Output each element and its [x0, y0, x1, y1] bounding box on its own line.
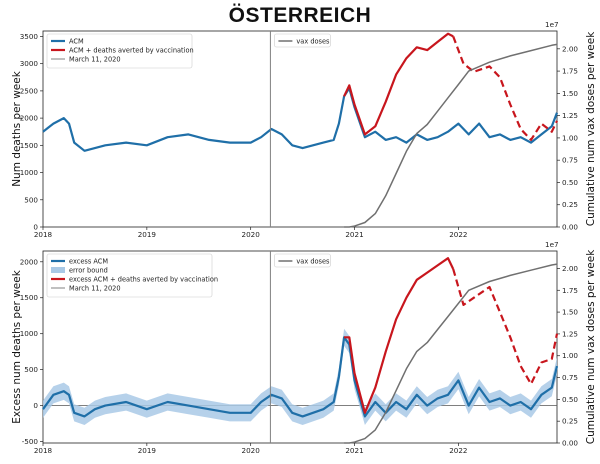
legend-box: [274, 253, 331, 268]
x-tick-label: 2021: [345, 446, 363, 455]
y2-axis-label: Cumulative num vax doses per week: [585, 31, 597, 226]
y-tick-label: -500: [22, 437, 39, 446]
y-tick-label: 3000: [20, 59, 39, 68]
x-tick-label: 2020: [242, 446, 261, 455]
legend-label: vax doses: [296, 37, 330, 45]
series-acm: [42, 87, 559, 152]
x-tick-label: 2020: [242, 230, 261, 239]
chart-bottom: -500 0 500 1000 1500 2000 0.00 0.25 0.50 0.75 1.00…: [11, 240, 597, 455]
y-tick-label: 3500: [20, 32, 39, 41]
x-tick-label: 2022: [449, 446, 467, 455]
y2-tick-label: 0.50: [562, 178, 578, 187]
plot-frame: [42, 250, 558, 444]
series-averted-projected: [452, 36, 558, 141]
y2-tick-label: 1.75: [562, 286, 578, 295]
legend-label: ACM: [69, 37, 84, 45]
legend-box: [274, 33, 331, 48]
legend-box: [46, 33, 193, 69]
series-averted: [343, 32, 454, 136]
legend-label: excess ACM: [69, 257, 108, 265]
legend-box: [46, 253, 213, 298]
y-tick-label: 0: [33, 223, 38, 232]
y2-tick-label: 2.00: [562, 44, 578, 53]
y2-tick-label: 2.00: [562, 264, 578, 273]
x-tick-label: 2021: [345, 230, 363, 239]
y2-tick-label: 1.25: [562, 329, 578, 338]
legend-label: ACM + deaths averted by vaccination: [69, 46, 194, 54]
y-tick-label: 1000: [20, 168, 39, 177]
y-tick-label: 0: [33, 401, 38, 410]
legend-label: March 11, 2020: [69, 55, 121, 63]
legend-right: vax doses: [274, 253, 331, 268]
page-title: ÖSTERREICH: [228, 4, 372, 27]
y-axis-label: Excess num deaths per week: [11, 269, 23, 423]
y2-axis-label: Cumulative num vax doses per week: [585, 249, 597, 444]
y2-tick-label: 0.75: [562, 373, 578, 382]
y2-tick-label: 0.00: [562, 439, 578, 448]
legend-label: vax doses: [296, 257, 330, 265]
x-tick-label: 2018: [34, 230, 53, 239]
y2-tick-label: 1.00: [562, 133, 578, 142]
y2-tick-label: 1.75: [562, 67, 578, 76]
y-tick-label: 2500: [20, 86, 39, 95]
x-tick-label: 2019: [138, 446, 157, 455]
y-tick-label: 500: [24, 365, 38, 374]
plot-frame: [42, 30, 558, 228]
legend-label: March 11, 2020: [69, 284, 121, 292]
series-error-bound: [43, 328, 557, 425]
series-acm: [42, 336, 559, 418]
y2-tick-label: 1.50: [562, 89, 578, 98]
legend-label: excess ACM + deaths averted by vaccinati…: [69, 275, 218, 283]
chart-top: 0 500 1000 1500 2000 2500 3000 3500 0.00 0.25 0.50…: [11, 20, 597, 239]
y2-multiplier-label: 1e7: [545, 240, 559, 249]
y2-tick-label: 0.50: [562, 395, 578, 404]
legend-label: error bound: [69, 266, 108, 274]
y2-tick-label: 0.00: [562, 223, 578, 232]
series-vax-doses: [344, 43, 558, 228]
y2-tick-label: 1.25: [562, 111, 578, 120]
y-tick-label: 2000: [20, 257, 39, 266]
legend-right: vax doses: [274, 33, 331, 48]
x-tick-label: 2019: [138, 230, 157, 239]
y2-tick-label: 0.25: [562, 200, 578, 209]
y2-tick-label: 1.50: [562, 308, 578, 317]
series-averted: [344, 257, 455, 414]
y2-tick-label: 0.25: [562, 417, 578, 426]
x-tick-label: 2022: [449, 230, 467, 239]
y-tick-label: 1500: [20, 141, 39, 150]
series-averted-projected: [452, 268, 559, 386]
series-vax-doses: [344, 263, 558, 444]
y2-tick-label: 0.75: [562, 156, 578, 165]
y-tick-label: 1500: [20, 293, 39, 302]
y-axis-label: Num deaths per week: [11, 70, 23, 187]
y-tick-label: 2000: [20, 114, 39, 123]
y2-tick-label: 1.00: [562, 351, 578, 360]
y2-multiplier-label: 1e7: [545, 20, 559, 29]
y-tick-label: 1000: [20, 329, 39, 338]
y-tick-label: 500: [24, 195, 38, 204]
legend-swatch: [51, 267, 65, 273]
x-tick-label: 2018: [34, 446, 53, 455]
